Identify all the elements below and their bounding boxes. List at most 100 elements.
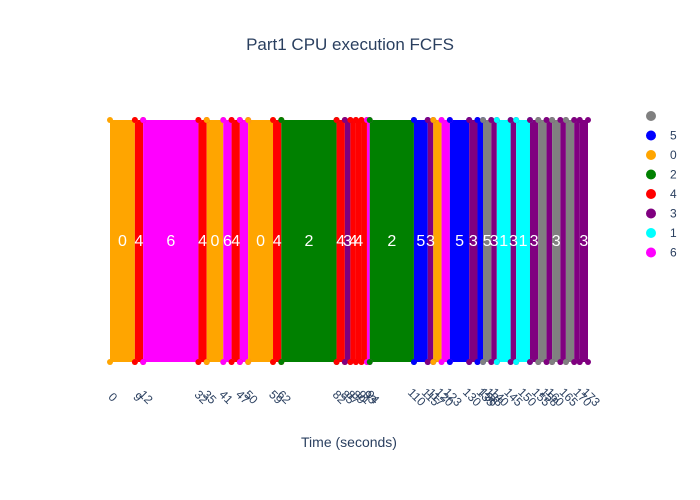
legend-marker bbox=[646, 169, 656, 180]
segment-label: 0 bbox=[211, 233, 220, 250]
segment-label: 2 bbox=[304, 233, 313, 250]
segment-label: 4 bbox=[354, 233, 363, 250]
segment-start-marker bbox=[352, 359, 359, 365]
bar-segment bbox=[491, 120, 497, 362]
segment-start-marker bbox=[347, 117, 354, 123]
segment-label: 6 bbox=[223, 233, 232, 250]
segment-label: 3 bbox=[552, 233, 561, 250]
segment-start-marker bbox=[557, 359, 564, 365]
segment-start-marker bbox=[352, 117, 359, 123]
segment-end-marker bbox=[585, 359, 591, 365]
segment-start-marker bbox=[410, 117, 417, 123]
segment-start-marker bbox=[446, 117, 453, 123]
segment-start-marker bbox=[576, 359, 583, 365]
segment-start-marker bbox=[474, 117, 481, 123]
segment-label: 3 bbox=[343, 233, 352, 250]
bar-segment bbox=[248, 120, 274, 362]
segment-start-marker bbox=[488, 117, 495, 123]
segment-label: 5 bbox=[416, 233, 425, 250]
legend-label: 2 bbox=[670, 168, 677, 182]
bar-segment bbox=[516, 120, 530, 362]
segment-start-marker bbox=[438, 359, 445, 365]
segment-start-marker bbox=[228, 359, 235, 365]
bar-segment bbox=[198, 120, 207, 362]
segment-start-marker bbox=[507, 117, 514, 123]
segment-start-marker bbox=[131, 117, 138, 123]
segment-label: 0 bbox=[256, 233, 265, 250]
segment-start-marker bbox=[543, 359, 550, 365]
segment-start-marker bbox=[347, 359, 354, 365]
segment-start-marker bbox=[543, 117, 550, 123]
segment-start-marker bbox=[424, 359, 431, 365]
segment-start-marker bbox=[245, 117, 252, 123]
legend-marker bbox=[646, 130, 656, 141]
segment-end-marker bbox=[585, 117, 591, 123]
bar-segment bbox=[344, 120, 351, 362]
bar-segment bbox=[579, 120, 588, 362]
bar-segment bbox=[574, 120, 580, 362]
segment-label: 2 bbox=[387, 233, 396, 250]
bar-segment bbox=[427, 120, 434, 362]
legend: 5 0 2 4 3 1 6 bbox=[646, 111, 677, 260]
segment-label: 4 bbox=[198, 233, 207, 250]
legend-label: 4 bbox=[670, 187, 677, 201]
segment-start-marker bbox=[107, 359, 113, 365]
segment-start-marker bbox=[245, 359, 252, 365]
segment-start-marker bbox=[341, 359, 348, 365]
bar-segment bbox=[477, 120, 484, 362]
bar-segment bbox=[336, 120, 345, 362]
segment-start-marker bbox=[195, 359, 202, 365]
segment-start-marker bbox=[278, 117, 285, 123]
segment-start-marker bbox=[549, 359, 556, 365]
bar-segment bbox=[366, 120, 370, 362]
segment-start-marker bbox=[333, 359, 340, 365]
segment-start-marker bbox=[195, 117, 202, 123]
bar-segment bbox=[143, 120, 199, 362]
bar-segment bbox=[441, 120, 450, 362]
segment-start-marker bbox=[333, 117, 340, 123]
bar-segment bbox=[134, 120, 144, 362]
bar-segment bbox=[223, 120, 232, 362]
segment-label: 3 bbox=[426, 233, 435, 250]
segment-label: 5 bbox=[455, 233, 464, 250]
segment-start-marker bbox=[220, 359, 227, 365]
segment-start-marker bbox=[366, 359, 373, 365]
bar-segment bbox=[538, 120, 547, 362]
segment-label: 3 bbox=[509, 233, 518, 250]
bar-segment bbox=[483, 120, 492, 362]
segment-start-marker bbox=[236, 117, 243, 123]
bar-segment bbox=[206, 120, 224, 362]
segment-label: 3 bbox=[490, 233, 499, 250]
bar-segment bbox=[369, 120, 414, 362]
bar-segment bbox=[355, 120, 362, 362]
segment-label: 4 bbox=[135, 233, 144, 250]
segment-start-marker bbox=[358, 117, 365, 123]
legend-label: 1 bbox=[670, 226, 677, 240]
segment-start-marker bbox=[270, 117, 277, 123]
legend-marker bbox=[646, 111, 656, 121]
legend-label: 6 bbox=[670, 246, 677, 260]
segment-start-marker bbox=[410, 359, 417, 365]
bar-segment bbox=[110, 120, 135, 362]
segment-start-marker bbox=[571, 359, 578, 365]
legend-label: 5 bbox=[670, 129, 677, 143]
bar-segment bbox=[552, 120, 561, 362]
segment-start-marker bbox=[557, 117, 564, 123]
segment-start-marker bbox=[513, 117, 520, 123]
segment-label: 3 bbox=[530, 233, 539, 250]
segment-start-marker bbox=[438, 117, 445, 123]
segment-start-marker bbox=[430, 117, 437, 123]
segment-start-marker bbox=[466, 359, 473, 365]
segment-label: 1 bbox=[499, 233, 508, 250]
chart-title: Part1 CPU execution FCFS bbox=[246, 35, 454, 54]
segment-label: 4 bbox=[273, 233, 282, 250]
bar-segment bbox=[449, 120, 470, 362]
bar-segment bbox=[565, 120, 575, 362]
segment-start-marker bbox=[203, 359, 210, 365]
segment-start-marker bbox=[526, 359, 533, 365]
segment-label: 4 bbox=[231, 233, 240, 250]
bar-segment bbox=[433, 120, 442, 362]
bar-segment bbox=[496, 120, 511, 362]
